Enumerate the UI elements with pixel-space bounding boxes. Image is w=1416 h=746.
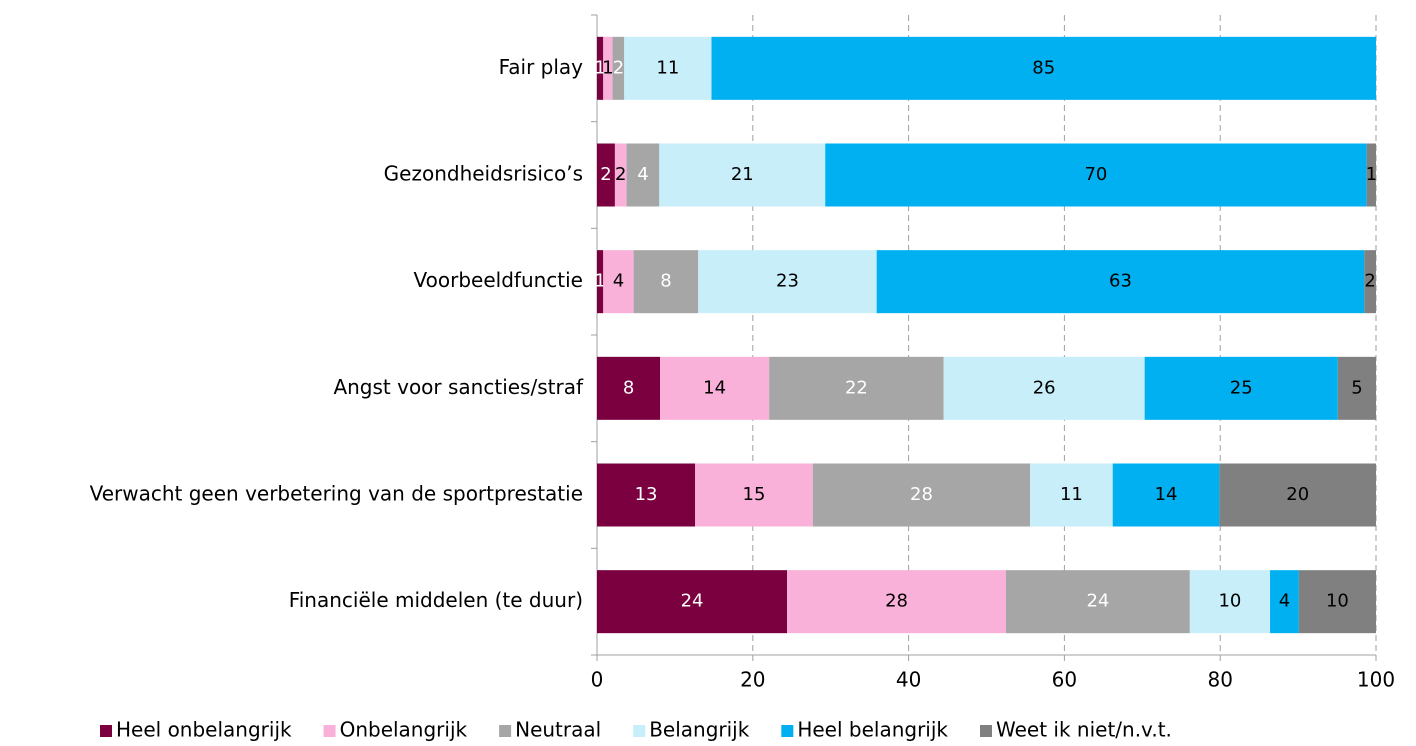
data-label: 10 bbox=[1326, 591, 1349, 612]
bar-segment bbox=[633, 250, 699, 314]
bar-segment bbox=[769, 356, 944, 420]
data-label: 5 bbox=[1351, 377, 1362, 398]
legend-swatch bbox=[633, 725, 646, 737]
bar-segment bbox=[812, 463, 1031, 527]
data-label: 28 bbox=[910, 484, 933, 505]
data-label: 63 bbox=[1109, 271, 1132, 292]
data-label: 1 bbox=[594, 57, 605, 78]
bar-segment bbox=[1219, 463, 1376, 527]
legend-label: Neutraal bbox=[515, 718, 601, 742]
bar-segment bbox=[612, 36, 625, 100]
bar-segment bbox=[711, 36, 1376, 100]
x-tick-label: 40 bbox=[896, 668, 921, 692]
bar-segment bbox=[695, 463, 813, 527]
data-label: 8 bbox=[623, 377, 634, 398]
data-label: 8 bbox=[660, 271, 671, 292]
category-label: Voorbeeldfunctie bbox=[414, 268, 583, 292]
bar-segment bbox=[614, 143, 627, 207]
category-label: Financiële middelen (te duur) bbox=[289, 588, 583, 612]
bar-segment bbox=[659, 143, 826, 207]
bar-segment bbox=[597, 356, 661, 420]
bar-segment bbox=[876, 250, 1365, 314]
bar-segment bbox=[825, 143, 1367, 207]
data-label: 4 bbox=[1279, 591, 1290, 612]
bar-segment bbox=[603, 250, 634, 314]
data-label: 2 bbox=[613, 57, 624, 78]
bar-segment bbox=[943, 356, 1145, 420]
bar-segment bbox=[1030, 463, 1113, 527]
category-label: Angst voor sancties/straf bbox=[333, 375, 584, 399]
bar-segment bbox=[597, 250, 604, 314]
data-label: 25 bbox=[1230, 377, 1253, 398]
data-label: 20 bbox=[1286, 484, 1309, 505]
data-label: 14 bbox=[1155, 484, 1178, 505]
bar-segment bbox=[1298, 570, 1376, 634]
bar-segment bbox=[698, 250, 877, 314]
bar-segment bbox=[1112, 463, 1220, 527]
bar-segment bbox=[603, 36, 613, 100]
bar-segment bbox=[1144, 356, 1338, 420]
x-tick-label: 100 bbox=[1357, 668, 1395, 692]
bar-segment bbox=[1337, 356, 1376, 420]
bar-segment bbox=[624, 36, 712, 100]
data-label: 1 bbox=[1366, 164, 1377, 185]
legend-label: Onbelangrijk bbox=[340, 718, 468, 742]
data-label: 24 bbox=[681, 591, 704, 612]
data-label: 24 bbox=[1086, 591, 1109, 612]
data-label: 2 bbox=[1364, 271, 1375, 292]
data-label: 15 bbox=[743, 484, 766, 505]
data-label: 11 bbox=[1060, 484, 1083, 505]
category-label: Gezondheidsrisico’s bbox=[384, 162, 583, 186]
bar-segment bbox=[1270, 570, 1299, 634]
bar-segment bbox=[787, 570, 1006, 634]
x-tick-label: 80 bbox=[1207, 668, 1232, 692]
data-label: 10 bbox=[1218, 591, 1241, 612]
data-label: 4 bbox=[637, 164, 648, 185]
data-label: 23 bbox=[776, 271, 799, 292]
data-label: 2 bbox=[600, 164, 611, 185]
data-label: 21 bbox=[731, 164, 754, 185]
legend-label: Belangrijk bbox=[649, 718, 750, 742]
data-label: 13 bbox=[635, 484, 658, 505]
data-label: 28 bbox=[885, 591, 908, 612]
bar-segment bbox=[1005, 570, 1190, 634]
legend-swatch bbox=[781, 725, 794, 737]
bar-segment bbox=[660, 356, 770, 420]
bar-segment bbox=[626, 143, 660, 207]
data-label: 4 bbox=[613, 271, 624, 292]
data-label: 1 bbox=[594, 271, 605, 292]
x-tick-label: 0 bbox=[591, 668, 604, 692]
legend-label: Heel belangrijk bbox=[797, 718, 948, 742]
x-tick-label: 20 bbox=[740, 668, 765, 692]
bar-segment bbox=[597, 463, 696, 527]
legend-swatch bbox=[980, 725, 992, 737]
bar-segment bbox=[1366, 143, 1376, 207]
data-label: 85 bbox=[1032, 57, 1055, 78]
category-label: Verwacht geen verbetering van de sportpr… bbox=[90, 482, 583, 506]
legend-label: Heel onbelangrijk bbox=[116, 718, 292, 742]
legend-swatch bbox=[323, 725, 336, 737]
category-label: Fair play bbox=[499, 55, 584, 79]
data-label: 14 bbox=[703, 377, 726, 398]
bar-segment bbox=[1189, 570, 1271, 634]
x-tick-label: 60 bbox=[1052, 668, 1077, 692]
bar-segment bbox=[1364, 250, 1376, 314]
legend-swatch bbox=[499, 725, 512, 737]
bar-segment bbox=[597, 143, 615, 207]
legend-label: Weet ik niet/n.v.t. bbox=[996, 718, 1172, 742]
data-label: 70 bbox=[1084, 164, 1107, 185]
bar-segment bbox=[597, 570, 788, 634]
data-label: 2 bbox=[615, 164, 626, 185]
data-label: 11 bbox=[656, 57, 679, 78]
legend-swatch bbox=[100, 725, 112, 737]
bar-segment bbox=[597, 36, 604, 100]
data-label: 1 bbox=[602, 57, 613, 78]
data-label: 22 bbox=[845, 377, 868, 398]
data-label: 26 bbox=[1033, 377, 1056, 398]
